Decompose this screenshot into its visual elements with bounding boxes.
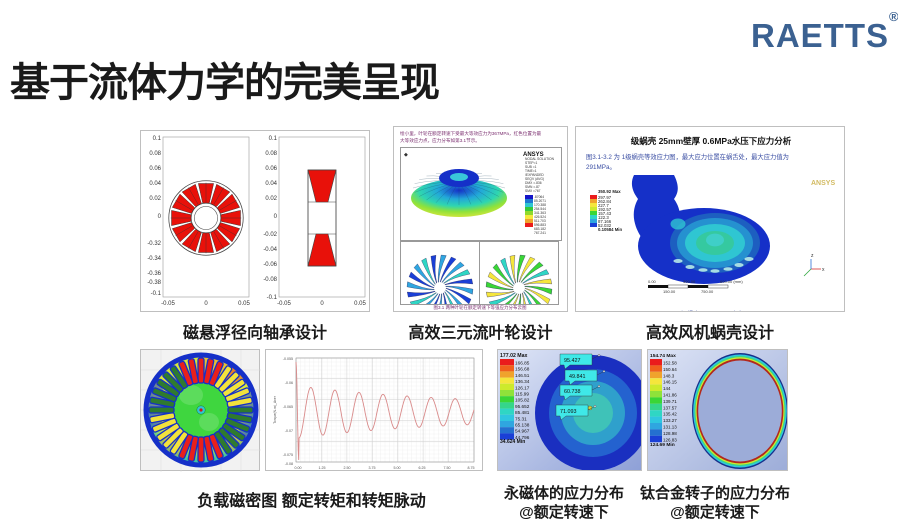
svg-text:-0.32: -0.32 — [147, 241, 161, 247]
svg-text:-0.1: -0.1 — [151, 291, 162, 297]
svg-text:350.92 Max: 350.92 Max — [598, 189, 621, 194]
svg-text:133.27: 133.27 — [663, 418, 677, 423]
svg-text:0.10584 Min: 0.10584 Min — [598, 227, 622, 232]
svg-text:177.02 Max: 177.02 Max — [500, 353, 528, 359]
svg-text:150.00: 150.00 — [663, 289, 676, 294]
svg-text:146.15: 146.15 — [663, 380, 677, 385]
svg-text:x: x — [822, 267, 825, 273]
svg-text:0.00: 0.00 — [648, 279, 657, 284]
svg-text:0.1: 0.1 — [153, 136, 162, 142]
svg-text:-0.05: -0.05 — [277, 301, 291, 307]
svg-text:95.427: 95.427 — [564, 358, 581, 364]
svg-text:-0.36: -0.36 — [147, 271, 161, 277]
svg-text:-0.02: -0.02 — [263, 232, 277, 238]
svg-text:0.08: 0.08 — [265, 151, 277, 157]
svg-text:154.74 Max: 154.74 Max — [650, 353, 676, 359]
svg-text:126.17: 126.17 — [515, 385, 530, 390]
svg-text:-0.06: -0.06 — [263, 262, 277, 268]
svg-text:137.57: 137.57 — [663, 405, 677, 410]
svg-text:131.13: 131.13 — [663, 425, 677, 430]
svg-text:0.06: 0.06 — [265, 166, 277, 172]
svg-text:0.1: 0.1 — [269, 136, 278, 142]
svg-text:156.68: 156.68 — [515, 367, 530, 372]
svg-text:-0.07: -0.07 — [285, 429, 293, 433]
svg-text:-0.06: -0.06 — [285, 381, 293, 385]
svg-text:0: 0 — [158, 214, 162, 220]
svg-text:5.00: 5.00 — [394, 466, 401, 470]
svg-text:148.3: 148.3 — [663, 373, 675, 378]
svg-text:0.02: 0.02 — [149, 196, 161, 202]
svg-text:750.00: 750.00 — [701, 289, 714, 294]
svg-text:7.50: 7.50 — [444, 466, 451, 470]
svg-text:6.25: 6.25 — [419, 466, 426, 470]
svg-text:144: 144 — [663, 386, 671, 391]
svg-text:105.82: 105.82 — [515, 398, 530, 403]
svg-text:0.05: 0.05 — [354, 301, 366, 307]
svg-text:600.00 (mm): 600.00 (mm) — [720, 279, 743, 284]
svg-text:85.481: 85.481 — [515, 410, 530, 415]
svg-text:95.652: 95.652 — [515, 404, 530, 409]
svg-text:60.738: 60.738 — [564, 389, 581, 395]
svg-text:71.093: 71.093 — [560, 409, 577, 415]
svg-text:166.85: 166.85 — [515, 361, 530, 366]
svg-text:-0.38: -0.38 — [147, 280, 161, 286]
svg-text:-0.05: -0.05 — [161, 301, 175, 307]
svg-text:135.42: 135.42 — [663, 412, 677, 417]
svg-text:-0.08: -0.08 — [263, 277, 277, 283]
svg-text:0.04: 0.04 — [265, 181, 277, 187]
svg-text:0: 0 — [274, 214, 278, 220]
svg-text:-0.065: -0.065 — [283, 405, 293, 409]
svg-text:◆: ◆ — [404, 152, 408, 158]
svg-text:141.86: 141.86 — [663, 393, 677, 398]
svg-text:136.34: 136.34 — [515, 379, 530, 384]
svg-text:ANSYS: ANSYS — [811, 180, 835, 187]
svg-text:8.75: 8.75 — [468, 466, 475, 470]
svg-text:-0.075: -0.075 — [283, 453, 293, 457]
svg-text:115.99: 115.99 — [515, 392, 529, 397]
svg-text:49.841: 49.841 — [569, 374, 586, 380]
svg-text:0: 0 — [320, 301, 324, 307]
svg-text:0.04: 0.04 — [149, 181, 161, 187]
svg-text:139.71: 139.71 — [663, 399, 677, 404]
svg-text:3.75: 3.75 — [369, 466, 376, 470]
svg-text:0.08: 0.08 — [149, 151, 161, 157]
svg-text:0.06: 0.06 — [149, 166, 161, 172]
svg-text:146.51: 146.51 — [515, 373, 530, 378]
svg-text:34.624 Min: 34.624 Min — [500, 439, 525, 445]
svg-text:767.241: 767.241 — [534, 231, 546, 235]
svg-text:128.98: 128.98 — [663, 431, 677, 436]
svg-text:75.31: 75.31 — [515, 416, 527, 421]
svg-text:-0.34: -0.34 — [147, 256, 161, 262]
svg-text:-0.04: -0.04 — [263, 247, 277, 253]
svg-text:z: z — [811, 253, 814, 259]
svg-text:-0.08: -0.08 — [285, 462, 293, 466]
svg-text:SMX =767: SMX =767 — [525, 189, 541, 193]
svg-text:126.83: 126.83 — [663, 437, 677, 442]
svg-text:124.69 Min: 124.69 Min — [650, 442, 675, 448]
svg-text:Torque(N.m)_Aver: Torque(N.m)_Aver — [273, 395, 277, 424]
svg-text:0: 0 — [204, 301, 208, 307]
svg-text:-0.055: -0.055 — [283, 357, 293, 361]
svg-text:0.00: 0.00 — [295, 466, 302, 470]
svg-text:0.05: 0.05 — [238, 301, 250, 307]
svg-text:150.64: 150.64 — [663, 367, 677, 372]
svg-text:152.58: 152.58 — [663, 361, 677, 366]
svg-text:300.00: 300.00 — [683, 279, 696, 284]
svg-text:-0.1: -0.1 — [267, 295, 278, 301]
svg-text:54.967: 54.967 — [515, 429, 530, 434]
svg-text:65.138: 65.138 — [515, 423, 530, 428]
svg-text:0.02: 0.02 — [265, 196, 277, 202]
svg-text:2.50: 2.50 — [344, 466, 351, 470]
svg-text:1.25: 1.25 — [319, 466, 326, 470]
